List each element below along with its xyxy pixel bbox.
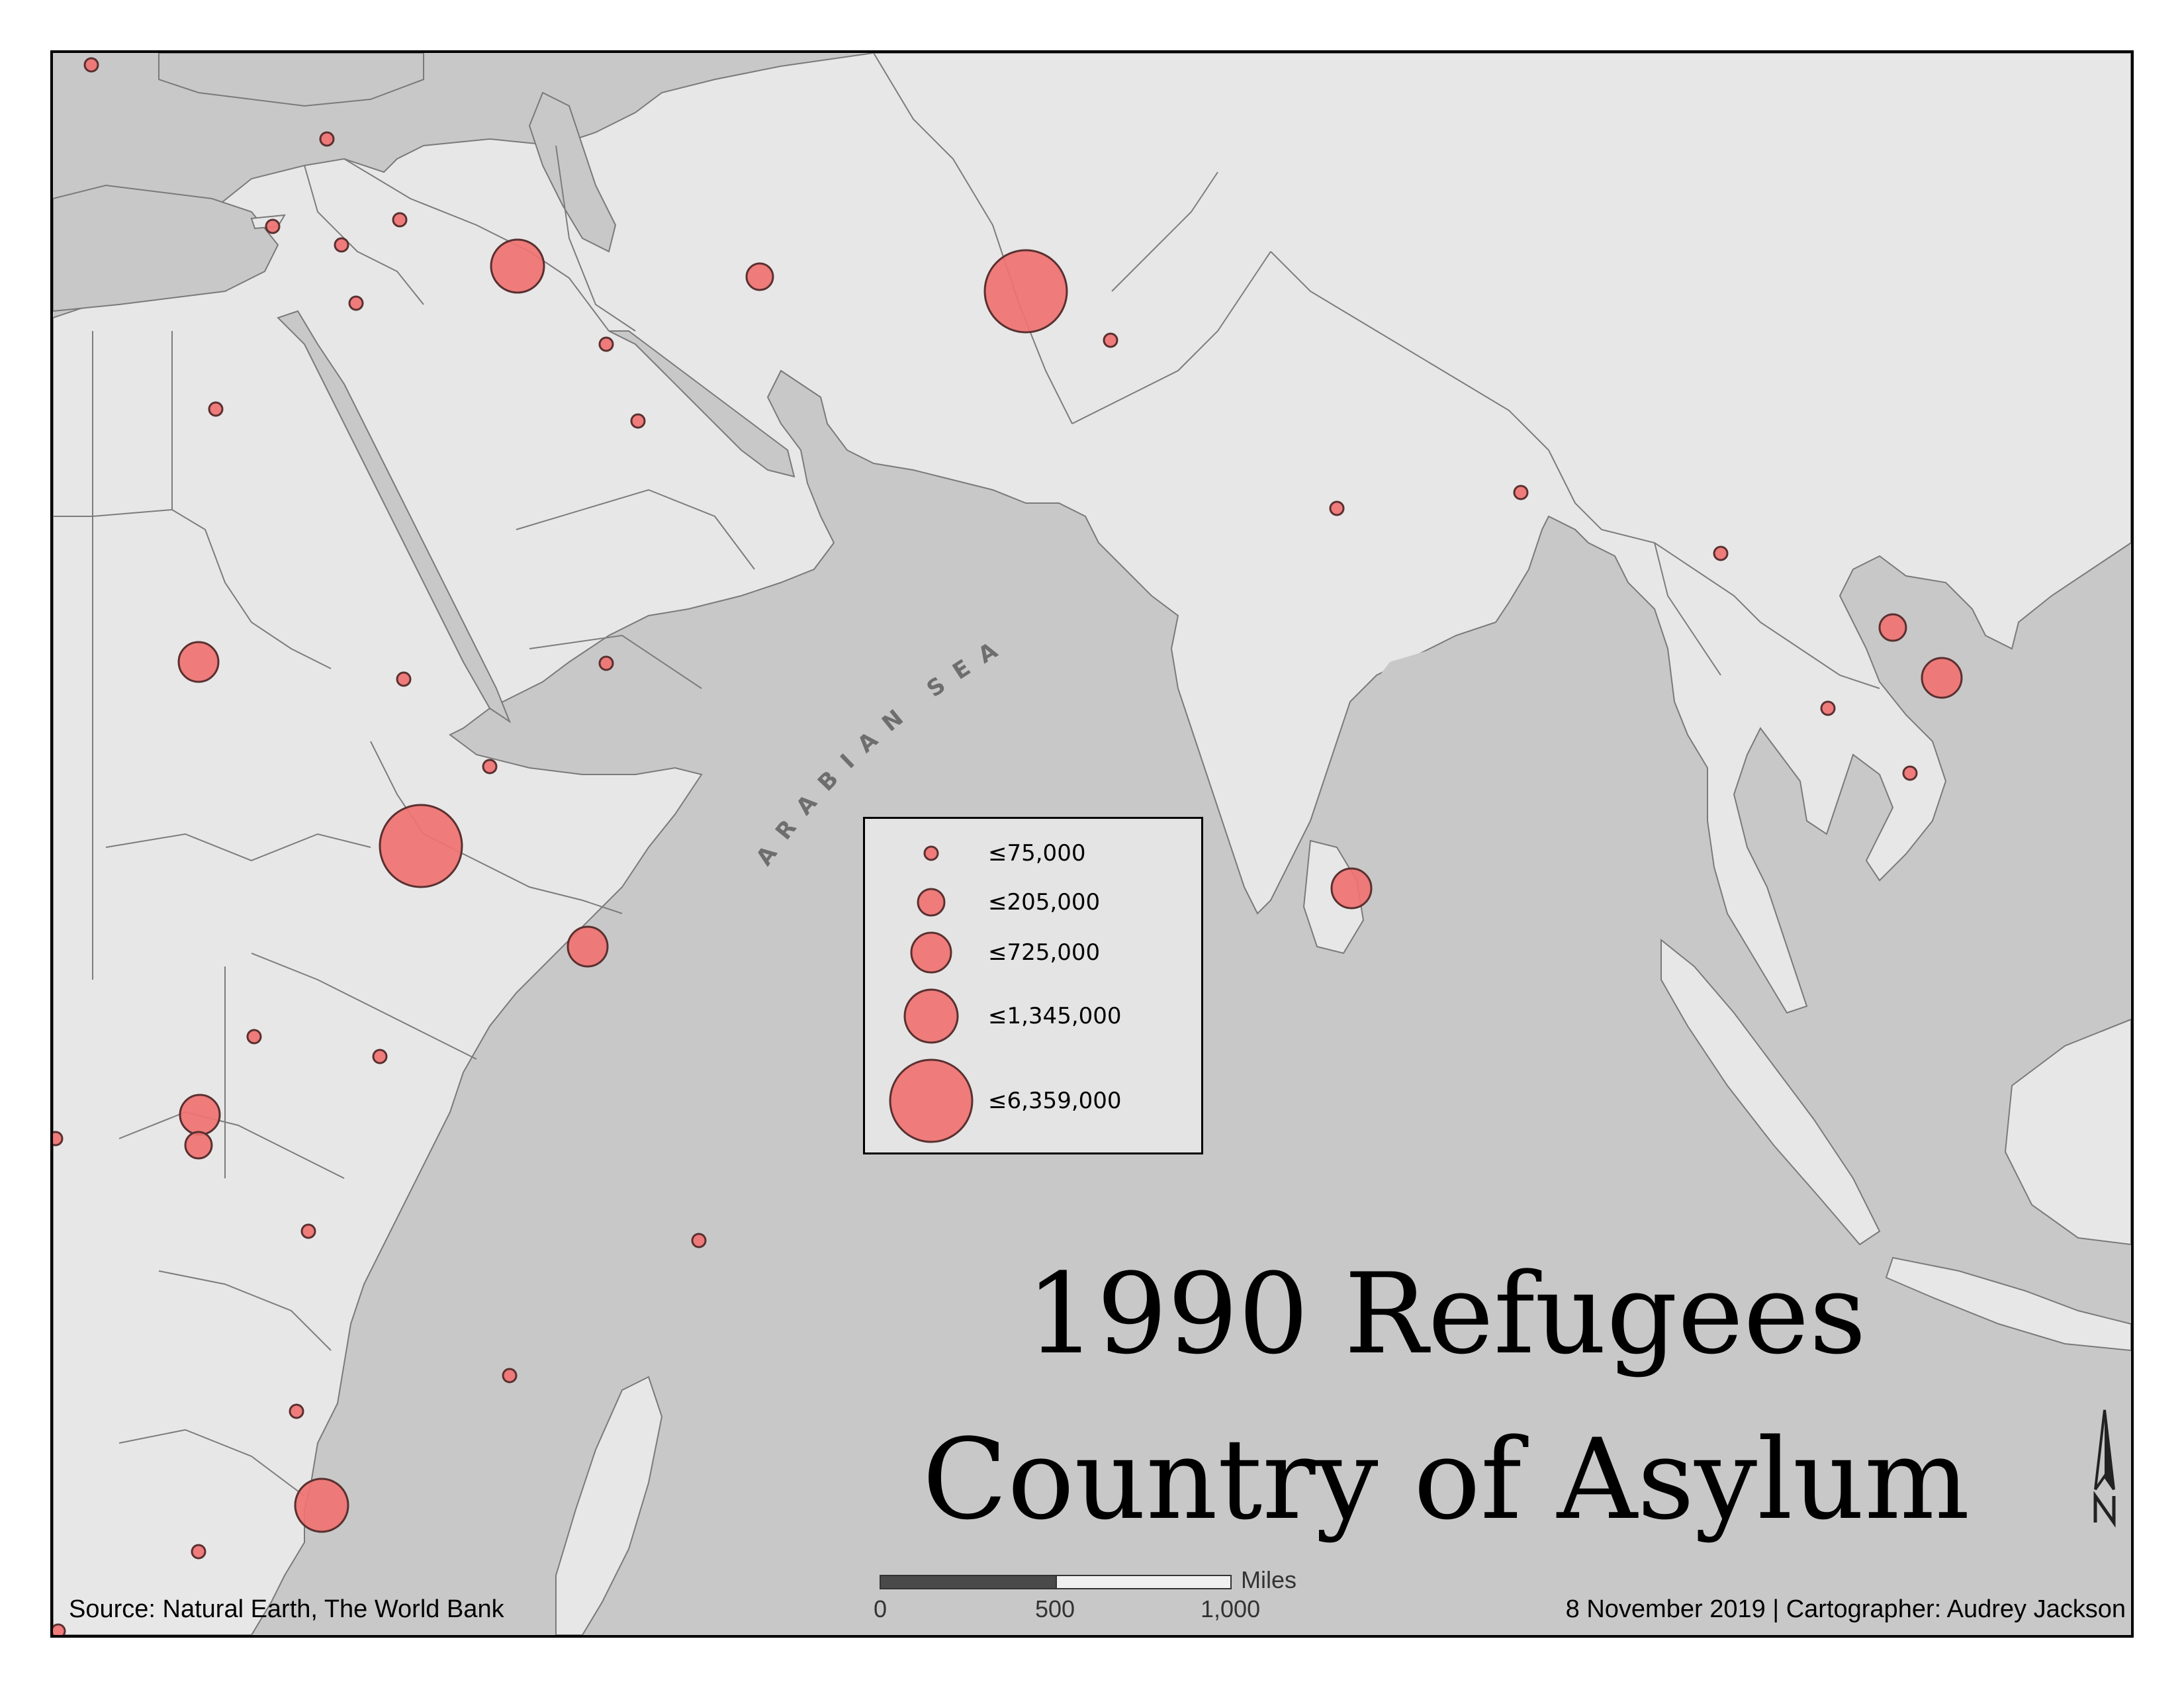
refugee-symbol (83, 57, 99, 73)
refugee-symbol (289, 1403, 304, 1419)
land-java (1885, 1256, 2131, 1352)
black-sea (158, 53, 424, 107)
legend-label-5: ≤6,359,000 (988, 1088, 1122, 1114)
caspian-sea (528, 91, 617, 253)
refugee-symbol (348, 295, 364, 311)
basemap: ARABIAN SEA (53, 53, 2131, 1635)
country-borders (53, 53, 1880, 1497)
title-line-2: Country of Asylum (922, 1415, 1970, 1544)
legend-label-3: ≤725,000 (988, 939, 1101, 966)
scale-tick-1000: 1,000 (1201, 1595, 1261, 1622)
refugee-symbol (177, 641, 220, 683)
legend-symbol-1 (923, 845, 939, 861)
legend-label-2: ≤205,000 (988, 889, 1101, 915)
north-arrow-icon (2093, 1409, 2116, 1528)
refugee-symbol (598, 655, 614, 671)
refugee-symbol (1820, 700, 1836, 716)
refugee-symbol (1513, 485, 1529, 500)
refugee-symbol (396, 671, 412, 687)
land-borneo (2004, 1018, 2131, 1246)
scale-tick-0: 0 (874, 1595, 887, 1622)
scale-bar-graphic (880, 1575, 1232, 1589)
refugee-symbol (246, 1029, 262, 1045)
scale-tick-500: 500 (1035, 1595, 1075, 1622)
refugee-symbol (1329, 500, 1345, 516)
date-cartographer: 8 November 2019 | Cartographer: Audrey J… (1565, 1595, 2126, 1623)
mediterranean (53, 184, 279, 312)
scale-unit: Miles (1241, 1566, 1297, 1593)
legend-symbol-2 (917, 888, 946, 917)
refugee-symbol (567, 925, 609, 968)
legend-symbols (889, 845, 974, 1143)
refugee-symbol (502, 1368, 518, 1383)
legend-symbol-3 (910, 931, 952, 974)
refugee-symbol (334, 237, 349, 253)
refugee-symbol (1921, 657, 1963, 699)
legend-label-1: ≤75,000 (988, 840, 1086, 867)
bay-of-bengal (1350, 622, 1595, 980)
refugee-symbol (179, 1094, 221, 1136)
land-mainland (53, 53, 2131, 1635)
refugee-symbol (1103, 332, 1118, 348)
land-madagascar (555, 1376, 663, 1635)
legend-symbol-5 (889, 1058, 974, 1143)
refugee-symbol (745, 262, 774, 291)
refugee-symbol (691, 1233, 707, 1248)
refugee-symbol (294, 1477, 349, 1533)
map-title: 1990 Refugees Country of Asylum (794, 1231, 2098, 1562)
refugee-symbol (1330, 867, 1373, 910)
refugee-symbol (300, 1223, 316, 1239)
map-frame: ARABIAN SEA ≤75,000 ≤205,000 ≤725,000 ≤1… (50, 50, 2134, 1638)
legend-label-4: ≤1,345,000 (988, 1003, 1122, 1029)
refugee-symbol (598, 336, 614, 352)
legend-symbol-4 (903, 988, 959, 1044)
refugee-symbol (1902, 765, 1918, 781)
land-sumatra (1661, 938, 1881, 1246)
scale-bar: Miles 0 500 1,000 (874, 1566, 1297, 1626)
refugee-symbol (319, 131, 335, 147)
persian-gulf (608, 330, 796, 478)
refugee-symbol (983, 249, 1068, 334)
refugee-symbol (184, 1131, 213, 1160)
refugee-symbol (1713, 545, 1729, 561)
red-sea (277, 310, 512, 724)
refugee-symbol (208, 401, 224, 417)
title-line-1: 1990 Refugees (1026, 1249, 1866, 1379)
refugee-symbol (53, 1623, 66, 1635)
refugee-symbol (490, 238, 545, 294)
refugee-symbol (379, 804, 463, 888)
refugee-symbol (265, 218, 281, 234)
refugee-symbol (372, 1049, 388, 1064)
legend: ≤75,000 ≤205,000 ≤725,000 ≤1,345,000 ≤6,… (863, 817, 1203, 1154)
refugee-symbol (53, 1131, 64, 1147)
refugee-symbol (392, 212, 408, 228)
refugee-symbol (630, 413, 646, 429)
refugee-symbol (482, 759, 498, 774)
refugee-symbol (1878, 613, 1907, 642)
source-credit: Source: Natural Earth, The World Bank (69, 1595, 504, 1623)
refugee-symbols (53, 57, 1963, 1635)
refugee-symbol (191, 1544, 206, 1560)
